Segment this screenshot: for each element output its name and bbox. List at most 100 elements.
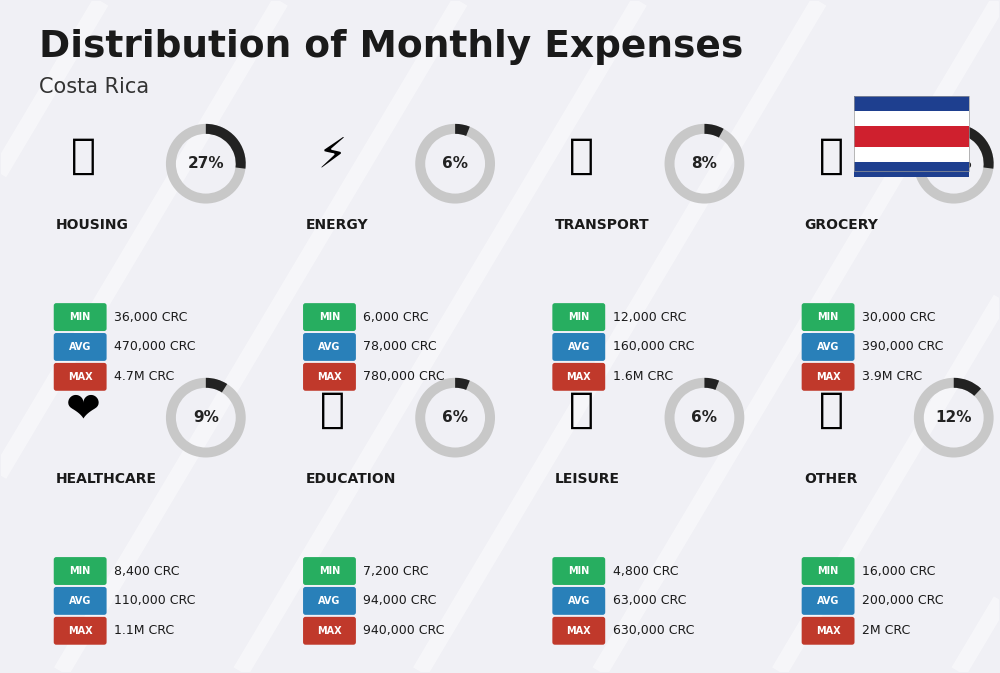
Text: MAX: MAX	[816, 372, 840, 382]
FancyBboxPatch shape	[552, 617, 605, 645]
FancyBboxPatch shape	[54, 557, 107, 585]
FancyBboxPatch shape	[303, 303, 356, 331]
Text: MIN: MIN	[319, 312, 340, 322]
Text: MIN: MIN	[70, 566, 91, 576]
Text: 1.1M CRC: 1.1M CRC	[114, 625, 174, 637]
Text: MAX: MAX	[566, 372, 591, 382]
Text: 63,000 CRC: 63,000 CRC	[613, 594, 686, 608]
Text: HOUSING: HOUSING	[56, 219, 129, 232]
Text: 78,000 CRC: 78,000 CRC	[363, 341, 437, 353]
Wedge shape	[166, 378, 246, 458]
Text: OTHER: OTHER	[804, 472, 858, 487]
Text: 94,000 CRC: 94,000 CRC	[363, 594, 437, 608]
FancyBboxPatch shape	[303, 557, 356, 585]
Text: 390,000 CRC: 390,000 CRC	[862, 341, 943, 353]
Text: MIN: MIN	[817, 566, 839, 576]
Text: MAX: MAX	[317, 372, 342, 382]
FancyBboxPatch shape	[54, 363, 107, 391]
FancyBboxPatch shape	[552, 333, 605, 361]
FancyBboxPatch shape	[802, 333, 855, 361]
Text: MIN: MIN	[70, 312, 91, 322]
Text: HEALTHCARE: HEALTHCARE	[56, 472, 157, 487]
Text: 12%: 12%	[935, 410, 972, 425]
Wedge shape	[206, 124, 246, 169]
FancyBboxPatch shape	[854, 147, 969, 162]
Text: 27%: 27%	[935, 156, 972, 171]
FancyBboxPatch shape	[802, 303, 855, 331]
Text: 36,000 CRC: 36,000 CRC	[114, 310, 187, 324]
FancyBboxPatch shape	[854, 126, 969, 147]
Text: 940,000 CRC: 940,000 CRC	[363, 625, 445, 637]
Text: 110,000 CRC: 110,000 CRC	[114, 594, 195, 608]
FancyBboxPatch shape	[854, 96, 969, 111]
Text: 160,000 CRC: 160,000 CRC	[613, 341, 694, 353]
Text: LEISURE: LEISURE	[555, 472, 620, 487]
Text: 3.9M CRC: 3.9M CRC	[862, 370, 922, 384]
Text: 1.6M CRC: 1.6M CRC	[613, 370, 673, 384]
Text: 630,000 CRC: 630,000 CRC	[613, 625, 694, 637]
FancyBboxPatch shape	[802, 363, 855, 391]
Text: TRANSPORT: TRANSPORT	[555, 219, 649, 232]
Wedge shape	[206, 378, 227, 392]
Text: 8,400 CRC: 8,400 CRC	[114, 565, 180, 577]
Wedge shape	[954, 378, 981, 396]
FancyBboxPatch shape	[552, 557, 605, 585]
Text: MAX: MAX	[566, 626, 591, 636]
Text: MIN: MIN	[568, 566, 589, 576]
Text: MIN: MIN	[319, 566, 340, 576]
Text: 🛒: 🛒	[819, 135, 844, 177]
Text: MAX: MAX	[68, 626, 92, 636]
FancyBboxPatch shape	[802, 557, 855, 585]
FancyBboxPatch shape	[854, 111, 969, 126]
Text: 6%: 6%	[691, 410, 717, 425]
FancyBboxPatch shape	[54, 303, 107, 331]
Wedge shape	[704, 378, 719, 390]
Wedge shape	[704, 124, 724, 137]
Text: AVG: AVG	[318, 342, 341, 352]
Text: ❤: ❤	[66, 389, 101, 431]
Wedge shape	[914, 124, 994, 203]
Text: 🚌: 🚌	[569, 135, 594, 177]
Text: 16,000 CRC: 16,000 CRC	[862, 565, 935, 577]
FancyBboxPatch shape	[303, 587, 356, 615]
Text: Costa Rica: Costa Rica	[39, 77, 149, 97]
FancyBboxPatch shape	[552, 587, 605, 615]
FancyBboxPatch shape	[303, 617, 356, 645]
Wedge shape	[665, 124, 744, 203]
FancyBboxPatch shape	[552, 303, 605, 331]
Text: MAX: MAX	[816, 626, 840, 636]
Text: 12,000 CRC: 12,000 CRC	[613, 310, 686, 324]
Text: 🏢: 🏢	[71, 135, 96, 177]
FancyBboxPatch shape	[303, 333, 356, 361]
FancyBboxPatch shape	[54, 617, 107, 645]
Text: AVG: AVG	[568, 596, 590, 606]
Text: 7,200 CRC: 7,200 CRC	[363, 565, 429, 577]
Text: 2M CRC: 2M CRC	[862, 625, 910, 637]
FancyBboxPatch shape	[54, 587, 107, 615]
Text: AVG: AVG	[568, 342, 590, 352]
Text: AVG: AVG	[817, 596, 839, 606]
Wedge shape	[914, 378, 994, 458]
Wedge shape	[665, 378, 744, 458]
FancyBboxPatch shape	[303, 363, 356, 391]
Text: 9%: 9%	[193, 410, 219, 425]
FancyBboxPatch shape	[552, 363, 605, 391]
Text: AVG: AVG	[318, 596, 341, 606]
Text: 27%: 27%	[188, 156, 224, 171]
Text: ⚡: ⚡	[318, 135, 347, 177]
Text: 780,000 CRC: 780,000 CRC	[363, 370, 445, 384]
Wedge shape	[415, 378, 495, 458]
Wedge shape	[954, 124, 994, 169]
Text: ENERGY: ENERGY	[306, 219, 368, 232]
Text: 6%: 6%	[442, 410, 468, 425]
Text: AVG: AVG	[817, 342, 839, 352]
Wedge shape	[455, 378, 470, 390]
FancyBboxPatch shape	[54, 333, 107, 361]
Text: 🎓: 🎓	[320, 389, 345, 431]
Text: 💰: 💰	[819, 389, 844, 431]
Wedge shape	[166, 124, 246, 203]
Wedge shape	[455, 124, 470, 136]
Text: 🛍: 🛍	[569, 389, 594, 431]
Text: 470,000 CRC: 470,000 CRC	[114, 341, 196, 353]
Text: EDUCATION: EDUCATION	[306, 472, 396, 487]
